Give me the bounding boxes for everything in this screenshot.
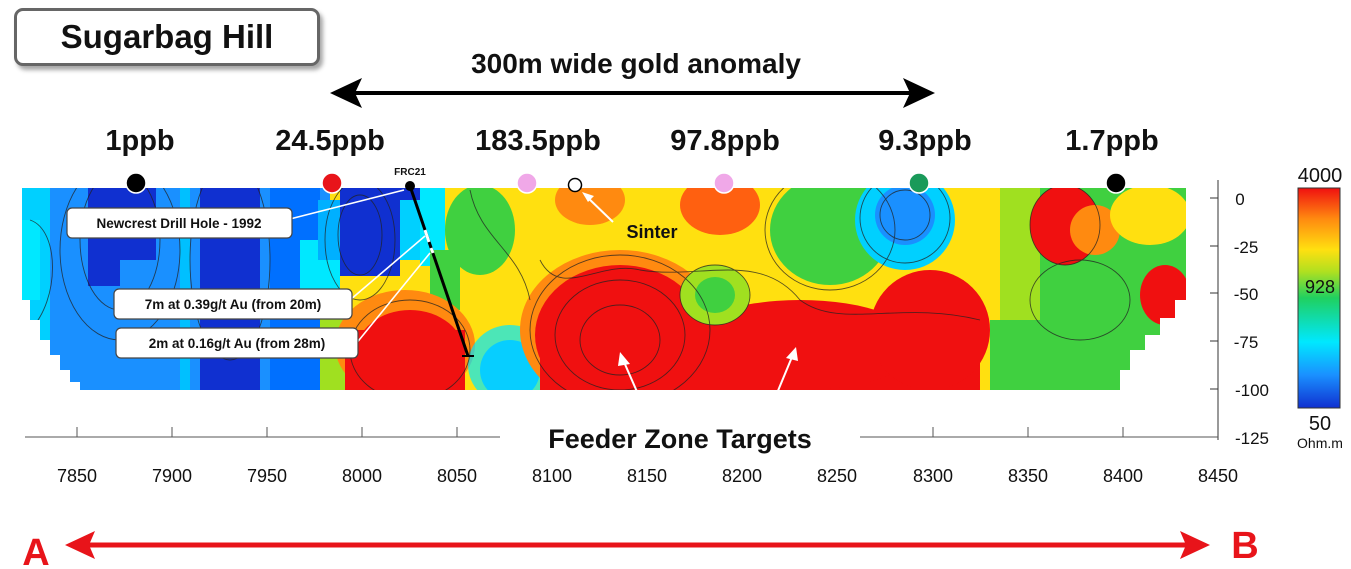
sinter-arrow [582, 192, 614, 223]
intercept-label-2: 2m at 0.16g/t Au (from 28m) [149, 336, 326, 351]
soil-sample-label-2: 24.5ppb [275, 125, 385, 157]
x-tick-8050: 8050 [437, 466, 477, 486]
drill-hole-trace [408, 185, 474, 357]
depth-tick-5: -125 [1235, 429, 1269, 448]
soil-sample-marker-1 [125, 172, 147, 194]
soil-sample-label-1: 1ppb [105, 125, 174, 157]
intercept-callout-2 [115, 327, 359, 359]
section-start-label: A [22, 532, 49, 569]
soil-sample-label-3: 183.5ppb [475, 125, 601, 157]
sinter-label: Sinter [626, 222, 677, 242]
depth-tick-1: -25 [1234, 238, 1259, 257]
depth-tick-2: -50 [1234, 285, 1259, 304]
depth-tick-0: 0 [1235, 190, 1244, 209]
distance-axis [25, 427, 1218, 438]
colorbar-min: 50 [1309, 413, 1331, 435]
title-box: Sugarbag Hill [14, 8, 320, 66]
drill-hole-collar [405, 181, 415, 191]
intercept-label-1: 7m at 0.39g/t Au (from 20m) [145, 297, 322, 312]
soil-sample-marker-5 [908, 172, 930, 194]
soil-sample-marker-4 [713, 172, 735, 194]
drill-hole-callout [66, 207, 293, 239]
soil-sample-marker-3 [516, 172, 538, 194]
soil-sample-marker-6 [1105, 172, 1127, 194]
x-tick-8450: 8450 [1198, 466, 1238, 486]
colorbar-max: 4000 [1298, 165, 1343, 187]
soil-sample-marker-2 [321, 172, 343, 194]
soil-sample-label-5: 9.3ppb [878, 125, 971, 157]
intercept-callout-1 [113, 288, 353, 320]
soil-sample-label-6: 1.7ppb [1065, 125, 1158, 157]
depth-axis [1210, 180, 1219, 440]
section-end-label: B [1231, 525, 1258, 567]
colorbar-mid: 928 [1305, 277, 1335, 297]
sinter-marker [567, 177, 583, 193]
drill-hole-callout-label: Newcrest Drill Hole - 1992 [96, 216, 261, 231]
x-tick-8300: 8300 [913, 466, 953, 486]
x-tick-8200: 8200 [722, 466, 762, 486]
colorbar [1297, 187, 1341, 409]
drill-hole-id: FRC21 [394, 167, 426, 178]
depth-tick-3: -75 [1234, 333, 1259, 352]
resistivity-section [22, 188, 1186, 390]
figure-title: Sugarbag Hill [60, 18, 274, 55]
anomaly-label: 300m wide gold anomaly [471, 48, 801, 79]
x-tick-8000: 8000 [342, 466, 382, 486]
callout-leaders [289, 189, 431, 346]
x-tick-7950: 7950 [247, 466, 287, 486]
depth-tick-4: -100 [1235, 381, 1269, 400]
feeder-zone-arrows [618, 347, 798, 411]
anomaly-arrow [330, 78, 935, 108]
x-tick-7850: 7850 [57, 466, 97, 486]
x-tick-8100: 8100 [532, 466, 572, 486]
x-tick-8250: 8250 [817, 466, 857, 486]
x-tick-8350: 8350 [1008, 466, 1048, 486]
colorbar-unit: Ohm.m [1297, 435, 1343, 451]
feeder-zone-label: Feeder Zone Targets [548, 424, 812, 454]
x-tick-8400: 8400 [1103, 466, 1143, 486]
soil-sample-label-4: 97.8ppb [670, 125, 780, 157]
x-tick-8150: 8150 [627, 466, 667, 486]
x-tick-7900: 7900 [152, 466, 192, 486]
section-line-arrow [65, 531, 1210, 559]
